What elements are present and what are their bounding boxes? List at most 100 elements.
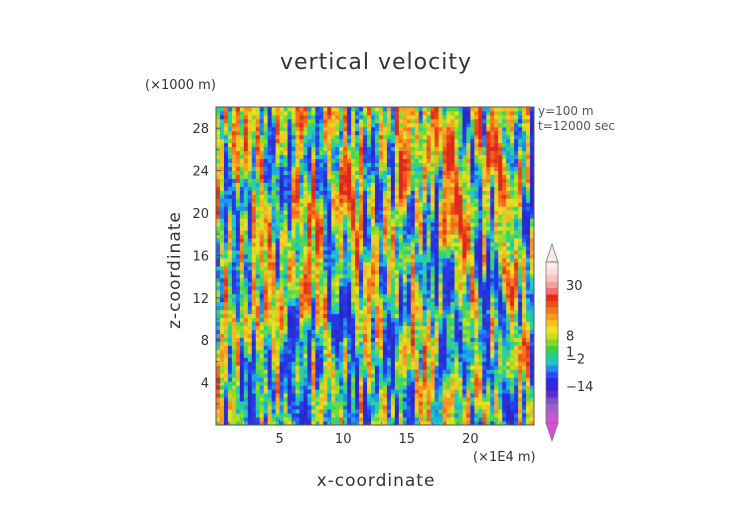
heatmap-cell [287,202,292,207]
heatmap-cell [426,361,432,366]
heatmap-cell [414,126,420,132]
heatmap-cell [279,365,284,370]
heatmap-cell [390,393,396,398]
heatmap-cell [454,289,459,295]
heatmap-cell [414,397,420,402]
heatmap-cell [239,130,245,136]
heatmap-cell [371,170,376,175]
heatmap-cell [406,234,412,239]
heatmap-cell [299,122,304,128]
heatmap-cell [426,421,432,426]
heatmap-cell [295,174,300,179]
heatmap-cell [251,162,257,168]
heatmap-cell [275,409,281,414]
heatmap-cell [291,170,296,175]
heatmap-cell [359,154,364,160]
heatmap-cell [219,405,225,410]
heatmap-cell [315,381,320,386]
heatmap-cell [299,321,304,327]
heatmap-cell [275,301,281,307]
heatmap-cell [359,341,364,346]
heatmap-cell [414,130,420,136]
heatmap-cell [414,377,420,382]
heatmap-cell [295,393,300,398]
heatmap-cell [315,389,320,394]
heatmap-cell [382,186,388,191]
heatmap-cell [319,146,324,152]
heatmap-cell [378,146,384,152]
heatmap-cell [243,210,249,215]
heatmap-cell [371,134,376,140]
heatmap-cell [402,357,408,362]
heatmap-cell [371,262,376,267]
heatmap-cell [315,114,320,120]
heatmap-cell [227,341,233,346]
heatmap-cell [442,289,447,295]
heatmap-cell [462,317,467,323]
heatmap-cell [359,281,364,287]
heatmap-cell [363,162,368,168]
heatmap-cell [331,321,336,327]
heatmap-cell [271,413,277,418]
heatmap-cell [434,194,440,199]
heatmap-cell [458,218,463,223]
heatmap-cell [339,254,344,259]
heatmap-cell [378,301,384,307]
heatmap-cell [462,361,467,366]
heatmap-cell [275,269,281,275]
heatmap-cell [323,381,328,386]
heatmap-cell [319,349,324,354]
heatmap-cell [418,313,424,319]
heatmap-cell [283,273,288,279]
heatmap-cell [442,250,447,255]
heatmap-cell [311,242,316,247]
heatmap-cell [351,353,356,358]
heatmap-cell [454,202,459,207]
heatmap-cell [275,250,281,255]
heatmap-cell [239,154,245,160]
heatmap-cell [327,297,332,303]
heatmap-cell [275,242,281,247]
heatmap-cell [247,174,253,179]
heatmap-cell [382,321,388,327]
heatmap-cell [375,174,380,179]
heatmap-cell [267,289,273,295]
heatmap-cell [227,206,233,211]
heatmap-cell [351,182,356,187]
heatmap-cell [315,413,320,418]
heatmap-cell [434,397,440,402]
heatmap-cell [442,393,447,398]
heatmap-cell [319,409,324,414]
heatmap-cell [255,170,261,175]
heatmap-cell [375,118,380,124]
heatmap-cell [299,162,304,168]
heatmap-cell [375,321,380,327]
heatmap-cell [347,234,352,239]
heatmap-cell [355,262,360,267]
heatmap-cell [287,134,292,140]
heatmap-cell [319,242,324,247]
heatmap-cell [347,122,352,128]
heatmap-cell [295,190,300,195]
heatmap-cell [279,357,284,362]
heatmap-cell [331,146,336,152]
heatmap-cell [283,361,288,366]
heatmap-cell [422,130,428,136]
heatmap-cell [291,313,296,319]
heatmap-cell [410,277,416,283]
heatmap-cell [219,313,225,319]
heatmap-cell [347,262,352,267]
heatmap-cell [287,110,292,116]
heatmap-cell [291,146,296,152]
heatmap-cell [422,194,428,199]
heatmap-cell [430,381,436,386]
heatmap-cell [438,301,443,307]
heatmap-cell [271,222,277,227]
heatmap-cell [442,277,447,283]
heatmap-cell [279,250,284,255]
heatmap-cell [367,421,372,426]
heatmap-cell [339,417,344,422]
heatmap-cell [430,178,436,183]
heatmap-cell [307,142,312,148]
heatmap-cell [378,401,384,406]
